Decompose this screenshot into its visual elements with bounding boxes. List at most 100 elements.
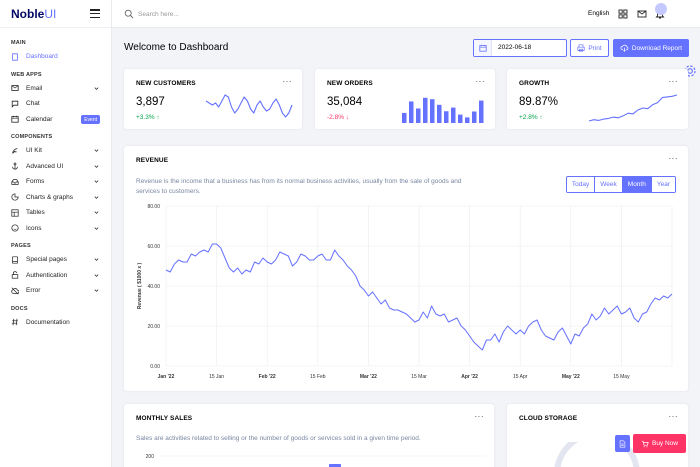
download-label: Download Report — [631, 44, 683, 52]
card-title: REVENUE — [136, 157, 169, 164]
stat-delta: +2.8% ↑ — [519, 114, 543, 121]
sidebar-item-chat[interactable]: Chat — [0, 96, 111, 112]
sidebar-item-label: Special pages — [26, 256, 67, 264]
chevron-down-icon — [94, 211, 99, 214]
monthly-sales-description: Sales are activities related to selling … — [136, 435, 421, 442]
x-tick-label: Apr '22 — [461, 374, 478, 380]
range-toggle-group: Today Week Month Year — [565, 176, 676, 193]
event-badge: Event — [81, 115, 100, 124]
sidebar-item-label: UI Kit — [26, 147, 42, 155]
x-tick-label: 15 Feb — [310, 374, 326, 380]
more-horizontal-icon[interactable]: ··· — [668, 412, 678, 421]
orders-bar — [409, 101, 414, 123]
customers-sparkline — [205, 94, 293, 118]
growth-card: GROWTH ··· 89.87% +2.8% ↑ — [507, 69, 688, 129]
inbox-icon — [11, 178, 19, 186]
topbar: English — [112, 0, 700, 28]
stat-delta: -2.8% ↓ — [327, 114, 350, 121]
sidebar-item-icons[interactable]: Icons — [0, 221, 111, 237]
sidebar-item-documentation[interactable]: Documentation — [0, 315, 111, 331]
growth-series-line — [588, 94, 678, 122]
avatar[interactable] — [655, 3, 667, 15]
print-button[interactable]: Print — [570, 39, 609, 57]
orders-bar — [479, 100, 484, 123]
chevron-down-icon — [94, 273, 99, 277]
sidebar-item-dashboard[interactable]: Dashboard — [0, 49, 111, 65]
sidebar-item-error[interactable]: Error — [0, 283, 111, 299]
chevron-down-icon — [94, 289, 99, 292]
chevron-down-icon — [94, 195, 99, 199]
nav-category-pages: PAGES — [11, 243, 31, 249]
grid-icon[interactable] — [618, 9, 628, 19]
sidebar-item-ui-kit[interactable]: UI Kit — [0, 143, 111, 159]
range-week-button[interactable]: Week — [595, 177, 623, 192]
buy-now-button[interactable]: Buy Now — [633, 434, 686, 453]
x-tick-label: Jan '22 — [158, 374, 175, 380]
message-square-icon — [11, 100, 19, 108]
sidebar-item-calendar[interactable]: Calendar Event — [0, 112, 111, 128]
range-year-button[interactable]: Year — [651, 177, 675, 192]
sidebar-item-label: Documentation — [26, 318, 70, 326]
chevron-down-icon — [94, 149, 99, 152]
stat-value: 35,084 — [327, 96, 363, 108]
sidebar-item-email[interactable]: Email — [0, 81, 111, 97]
sidebar-toggle-icon[interactable] — [90, 9, 100, 18]
chevron-down-icon — [94, 86, 99, 90]
shopping-cart-icon — [641, 440, 649, 447]
language-selector[interactable]: English — [588, 10, 610, 17]
sidebar-item-label: Calendar — [26, 115, 53, 123]
brand: Noble UI — [0, 0, 111, 28]
sales-bar — [329, 464, 341, 467]
revenue-description: Revenue is the income that a business ha… — [136, 178, 462, 195]
card-title: GROWTH — [519, 80, 550, 87]
sidebar-item-advanced-ui[interactable]: Advanced UI — [0, 159, 111, 175]
revenue-series-line — [165, 243, 673, 351]
brand-logo-ui[interactable]: UI — [44, 6, 57, 21]
sidebar-item-special-pages[interactable]: Special pages — [0, 252, 111, 268]
book-icon — [11, 256, 19, 264]
sidebar-item-label: Forms — [26, 178, 45, 186]
more-horizontal-icon[interactable]: ··· — [668, 154, 678, 163]
orders-bar — [472, 111, 477, 123]
buy-now-label: Buy Now — [651, 440, 678, 447]
revenue-card: REVENUE ··· Revenue is the income that a… — [124, 146, 688, 391]
y-tick-label: 200 — [146, 454, 155, 460]
x-tick-label: 15 Mar — [411, 374, 427, 380]
nav-category-main: MAIN — [11, 40, 26, 46]
documentation-fab[interactable] — [615, 435, 630, 452]
layout-icon — [11, 209, 19, 217]
sidebar-item-charts-graphs[interactable]: Charts & graphs — [0, 190, 111, 206]
orders-bar — [465, 117, 470, 123]
chevron-down-icon — [94, 164, 99, 168]
new-customers-card: NEW CUSTOMERS ··· 3,897 +3.3% ↑ — [124, 69, 302, 129]
page-title: Welcome to Dashboard — [124, 42, 229, 53]
file-text-icon — [619, 439, 626, 448]
monthly-sales-card: MONTHLY SALES ··· Sales are activities r… — [124, 404, 494, 467]
search-input[interactable] — [138, 8, 288, 20]
range-today-button[interactable]: Today — [566, 177, 596, 192]
chevron-down-icon — [94, 226, 99, 230]
cloud-off-icon — [11, 287, 19, 295]
date-picker[interactable]: 2022-06-18 — [473, 39, 567, 57]
card-title: CLOUD STORAGE — [519, 415, 578, 422]
more-horizontal-icon[interactable]: ··· — [475, 77, 485, 86]
nav-category-webapps: WEB APPS — [11, 71, 42, 78]
range-month-button[interactable]: Month — [622, 177, 652, 192]
mail-icon[interactable] — [637, 9, 647, 19]
more-horizontal-icon[interactable]: ··· — [668, 77, 678, 86]
storage-radial-gauge — [554, 442, 640, 467]
download-report-button[interactable]: Download Report — [613, 39, 689, 57]
sidebar-item-forms[interactable]: Forms — [0, 174, 111, 190]
unlock-icon — [11, 271, 19, 279]
more-horizontal-icon[interactable]: ··· — [282, 77, 292, 86]
sidebar-item-tables[interactable]: Tables — [0, 205, 111, 221]
sidebar-item-label: Chat — [26, 100, 40, 108]
orders-bar — [430, 99, 435, 123]
more-horizontal-icon[interactable]: ··· — [474, 412, 484, 421]
sidebar-item-label: Error — [26, 287, 41, 295]
sidebar-item-label: Icons — [26, 224, 42, 232]
brand-logo-noble[interactable]: Noble — [11, 6, 45, 21]
x-tick-label: 15 Apr — [513, 374, 528, 380]
sidebar-item-authentication[interactable]: Authentication — [0, 268, 111, 284]
y-tick-label: 20.00 — [147, 324, 160, 330]
